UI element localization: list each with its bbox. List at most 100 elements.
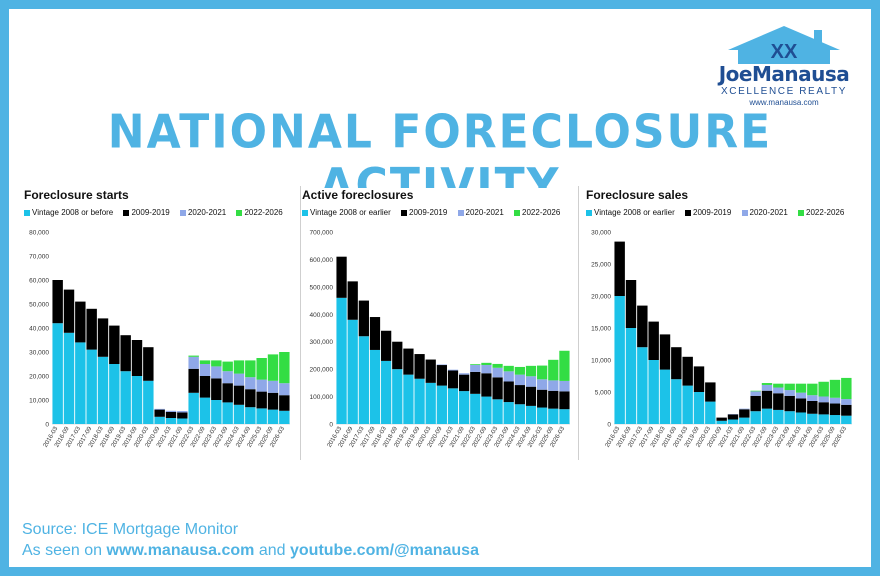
bar-segment <box>537 379 548 390</box>
bar-segment <box>773 393 784 410</box>
bar-segment <box>256 408 267 424</box>
y-tick-label: 30,000 <box>29 350 49 357</box>
bar-segment <box>525 376 537 387</box>
bar-segment <box>818 396 829 403</box>
y-tick-label: 700,000 <box>310 230 334 237</box>
bar-segment <box>829 403 841 416</box>
bar-segment <box>807 413 818 424</box>
bar-segment <box>347 319 358 424</box>
bar-segment <box>559 380 570 392</box>
bar-segment <box>233 385 245 405</box>
bar-segment <box>492 399 503 424</box>
bar-segment <box>503 365 514 372</box>
bar-segment <box>705 382 716 402</box>
bar-segment <box>693 366 705 392</box>
bar-segment <box>784 390 795 396</box>
y-tick-label: 70,000 <box>29 254 49 261</box>
bar-segment <box>548 359 559 381</box>
bar-segment <box>143 380 154 424</box>
bar-segment <box>199 376 211 398</box>
bar-segment <box>97 318 109 357</box>
youtube-link[interactable]: youtube.com/@manausa <box>290 542 479 559</box>
active-foreclosures-panel: Active foreclosures Vintage 2008 or earl… <box>302 188 576 460</box>
bar-segment <box>492 363 503 368</box>
bar-segment <box>750 395 761 412</box>
bar-segment <box>52 280 63 324</box>
bar-segment <box>492 377 503 400</box>
source-note: Source: ICE Mortgage Monitor As seen on … <box>22 519 479 561</box>
bar-segment <box>829 415 841 424</box>
bar-segment <box>381 330 392 361</box>
bar-segment <box>279 395 290 411</box>
bar-segment <box>761 408 773 424</box>
bar-segment <box>818 414 829 424</box>
bar-segment <box>120 335 131 372</box>
bar-segment <box>705 401 716 424</box>
bar-segment <box>481 396 492 424</box>
bar-segment <box>447 370 459 389</box>
bar-segment <box>188 392 199 424</box>
bar-segment <box>256 379 267 392</box>
bar-segment <box>795 412 807 424</box>
bar-segment <box>188 356 199 369</box>
website-link[interactable]: www.manausa.com <box>106 542 255 559</box>
bar-segment <box>659 369 671 424</box>
bar-segment <box>807 395 818 401</box>
bar-segment <box>682 356 693 386</box>
panel-divider <box>578 186 579 460</box>
bar-segment <box>492 367 503 378</box>
bar-segment <box>481 365 492 374</box>
bar-segment <box>614 296 625 424</box>
bar-segment <box>392 341 403 370</box>
bar-segment <box>154 416 165 424</box>
bar-segment <box>559 409 570 424</box>
bar-segment <box>165 412 177 418</box>
y-tick-label: 0 <box>607 422 611 429</box>
legend-entry: 2009-2019 <box>131 208 170 217</box>
bar-segment <box>177 411 188 413</box>
y-tick-label: 80,000 <box>29 230 49 237</box>
bar-segment <box>470 365 481 372</box>
bar-segment <box>693 392 705 424</box>
bar-segment <box>109 325 120 364</box>
bar-segment <box>625 328 637 424</box>
bar-segment <box>525 365 537 377</box>
bar-segment <box>716 417 727 421</box>
y-tick-label: 400,000 <box>310 312 334 319</box>
bar-segment <box>648 321 659 360</box>
bar-segment <box>514 366 525 375</box>
legend-entry: 2020-2021 <box>749 208 788 217</box>
bar-segment <box>245 377 256 390</box>
bar-segment <box>154 408 165 410</box>
bar-segment <box>727 414 739 420</box>
bar-segment <box>470 371 481 394</box>
bar-segment <box>177 412 188 419</box>
y-tick-label: 60,000 <box>29 278 49 285</box>
bar-segment <box>525 405 537 424</box>
bar-segment <box>233 360 245 374</box>
logo-brand: JoeManausa <box>718 62 850 86</box>
bar-segment <box>773 383 784 388</box>
y-tick-label: 50,000 <box>29 302 49 309</box>
bar-segment <box>739 408 750 410</box>
bar-segment <box>761 390 773 409</box>
bar-segment <box>795 392 807 399</box>
bar-segment <box>245 389 256 408</box>
bar-segment <box>279 410 290 424</box>
bar-segment <box>97 356 109 424</box>
bar-segment <box>614 241 625 296</box>
bar-segment <box>525 386 537 406</box>
bar-segment <box>784 411 795 424</box>
bar-segment <box>436 385 447 424</box>
bar-segment <box>131 376 143 424</box>
bar-segment <box>659 334 671 370</box>
legend-entry: Vintage 2008 or earlier <box>310 208 391 217</box>
bar-segment <box>347 281 358 320</box>
bar-segment <box>537 389 548 408</box>
bar-segment <box>739 417 750 424</box>
bar-segment <box>716 420 727 424</box>
bar-segment <box>392 369 403 424</box>
bar-segment <box>559 350 570 381</box>
y-tick-label: 0 <box>45 422 49 429</box>
bar-segment <box>131 340 143 376</box>
